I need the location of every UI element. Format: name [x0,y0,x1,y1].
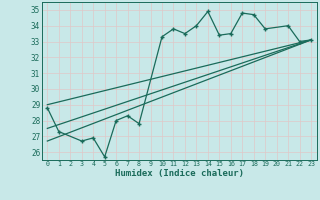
X-axis label: Humidex (Indice chaleur): Humidex (Indice chaleur) [115,169,244,178]
